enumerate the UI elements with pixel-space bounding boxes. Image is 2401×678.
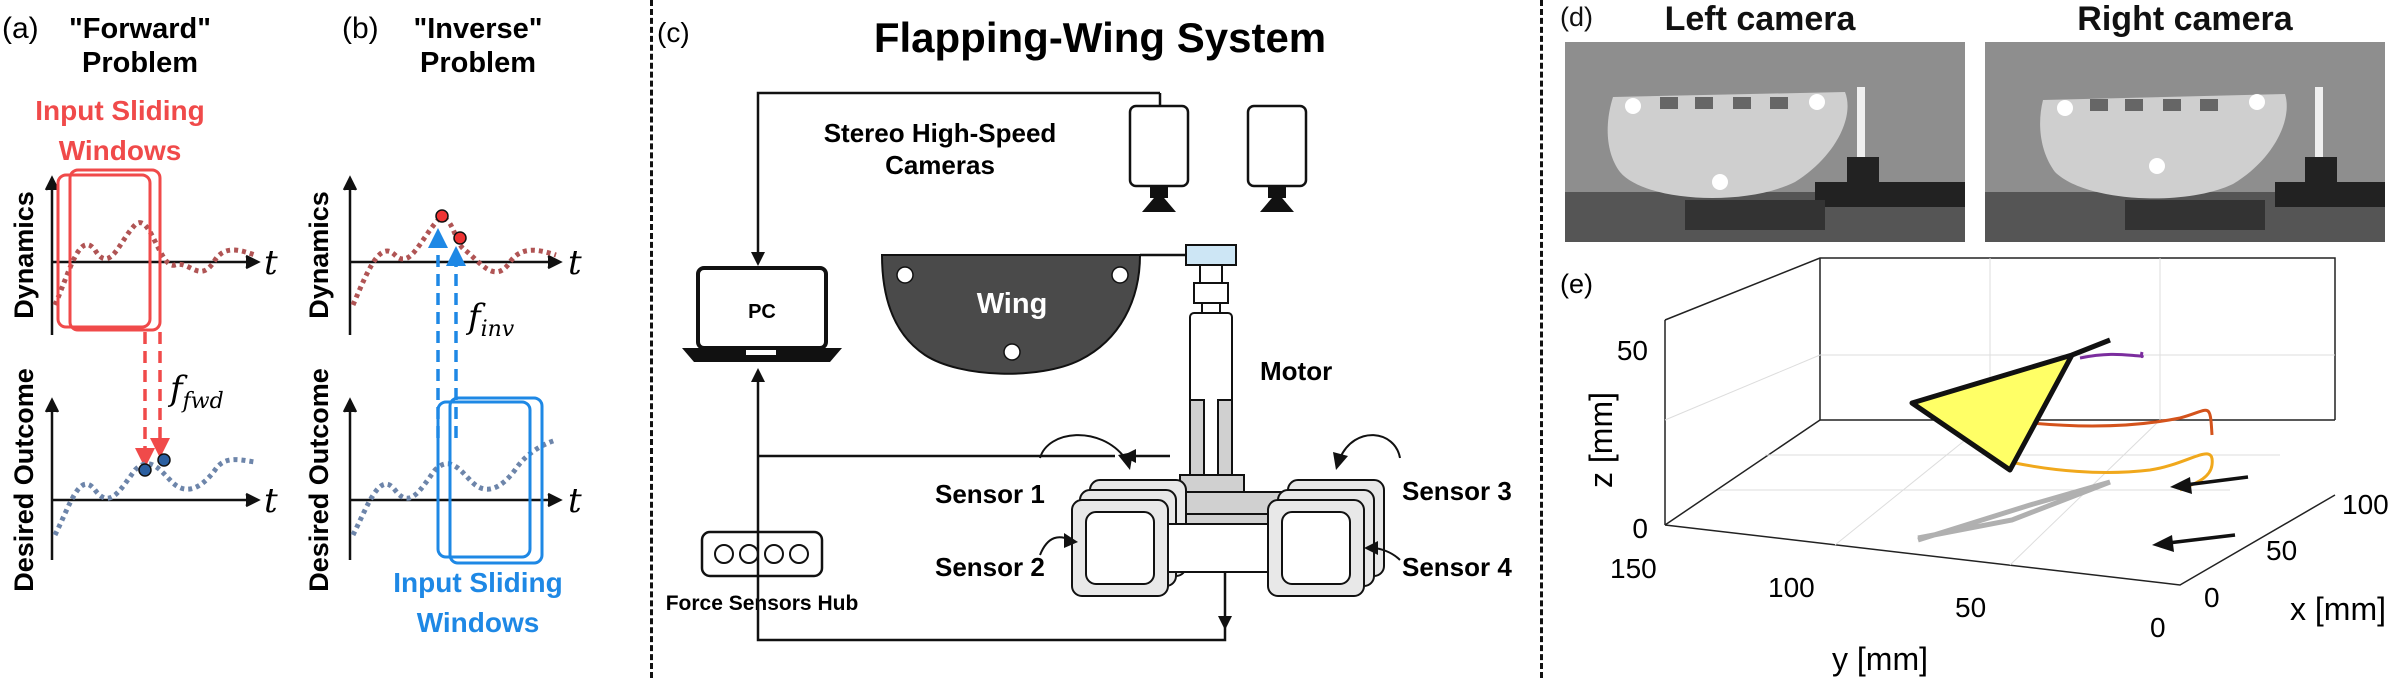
projection-shadow [1917, 479, 2111, 543]
panel-b-bottom-ylabel: Desired Outcome [304, 368, 334, 592]
panel-a-windows-line2: Windows [59, 135, 182, 166]
panel-e: (e) 50 0 z [mm] 150 100 50 0 y [mm] 100 … [1560, 257, 2389, 677]
panel-a-arrow-head-1 [135, 448, 155, 468]
panel-a-point-1 [138, 463, 152, 477]
z-tick-0: 0 [1632, 513, 1648, 544]
wing-triangle [1909, 352, 2075, 473]
z-tick-50: 50 [1617, 335, 1648, 366]
panel-b-point-2 [453, 231, 467, 245]
sensor-2-label: Sensor 2 [935, 552, 1045, 582]
force-sensors-hub [700, 530, 824, 578]
panel-a-t-top: t [264, 243, 278, 283]
z-axis-label: z [mm] [1583, 392, 1619, 488]
camera-icon-2 [1246, 104, 1308, 212]
sensor-3-label: Sensor 3 [1402, 476, 1512, 506]
panel-a-bottom-ylabel: Desired Outcome [9, 368, 39, 592]
sensor-1-label: Sensor 1 [935, 479, 1045, 509]
panel-b-f-sub: inv [481, 317, 515, 342]
panel-b-dynamics-curve [350, 215, 557, 306]
left-camera-title: Left camera [1664, 0, 1856, 38]
panel-a-point-2 [157, 453, 171, 467]
panel-b-f: finv [465, 297, 515, 342]
panel-a-window-2 [68, 168, 162, 332]
panel-a-window-1 [56, 173, 152, 329]
panel-c-label: (c) [657, 17, 690, 48]
y-tick-150: 150 [1610, 553, 1657, 584]
panel-a-bottom-axes [44, 397, 261, 560]
panel-b-arrow-head-2 [446, 246, 466, 266]
wing-shape [880, 254, 1142, 375]
panel-a-f: ffwd [167, 369, 224, 414]
trajectory-purple [2079, 351, 2144, 360]
panel-b: (b) "Inverse" Problem Dynamics t finv De… [304, 12, 582, 638]
panel-a-top-axes [44, 175, 261, 335]
cameras-label-line1: Stereo High-Speed [824, 118, 1057, 148]
wire-arrow-pc-bottom [751, 368, 765, 382]
camera-icon-1 [1128, 93, 1190, 212]
left-camera-image [1565, 42, 1965, 242]
x-tick-100: 100 [2342, 489, 2389, 520]
panel-b-title-line1: "Inverse" [413, 13, 542, 45]
panel-b-windows-line2: Windows [417, 607, 540, 638]
divider-left [650, 0, 653, 678]
panel-a-title-line2: Problem [82, 47, 198, 79]
y-axis-label: y [mm] [1832, 641, 1928, 677]
motor-assembly [1185, 244, 1237, 484]
panel-b-t-bottom: t [568, 481, 582, 521]
x-axis-label: x [mm] [2290, 591, 2386, 627]
panel-b-outcome-curve [350, 437, 557, 537]
wire-arrow-pc-top [751, 252, 765, 266]
panel-a-arrow-head-2 [150, 438, 170, 458]
y-tick-50: 50 [1955, 592, 1986, 623]
motor-label: Motor [1260, 356, 1332, 386]
panel-a-f-sub: fwd [181, 389, 224, 414]
right-camera-image [1985, 42, 2385, 242]
y-tick-100: 100 [1768, 572, 1815, 603]
panel-c-title: Flapping-Wing System [874, 14, 1326, 61]
panel-a-t-bottom: t [264, 481, 278, 521]
panel-a-dynamics-curve [52, 220, 256, 306]
panel-a-outcome-curve [52, 457, 256, 537]
panel-e-label: (e) [1560, 269, 1593, 299]
y-tick-0: 0 [2150, 612, 2166, 643]
panel-b-window-2 [448, 396, 544, 565]
pc-label: PC [748, 301, 776, 323]
sensor-platform [1071, 474, 1385, 597]
sensor-4-label: Sensor 4 [1402, 552, 1512, 582]
plot-3d-box [1664, 257, 2336, 586]
panel-b-t-top: t [568, 243, 582, 283]
panel-b-label: (b) [342, 12, 379, 45]
x-tick-50: 50 [2266, 535, 2297, 566]
panel-a-title-line1: "Forward" [69, 13, 211, 45]
panel-b-bottom-axes [342, 397, 563, 560]
hub-label: Force Sensors Hub [666, 592, 859, 615]
wing-label: Wing [977, 288, 1048, 320]
panel-b-arrow-head-1 [428, 228, 448, 248]
divider-right [1540, 0, 1543, 678]
panel-a: (a) "Forward" Problem Input Sliding Wind… [2, 12, 278, 592]
panel-b-windows-line1: Input Sliding [393, 567, 563, 598]
panel-a-label: (a) [2, 12, 39, 45]
wire-arrow-hub [1218, 616, 1232, 630]
trajectory-yellow [2014, 452, 2214, 492]
pc-laptop-icon [682, 266, 842, 362]
flow-arrows [2152, 475, 2249, 552]
panel-c: (c) Flapping-Wing System Stereo High-Spe… [657, 14, 1512, 642]
panel-b-window-1 [436, 400, 532, 559]
panel-a-windows-line1: Input Sliding [35, 95, 205, 126]
panel-b-top-ylabel: Dynamics [304, 191, 334, 319]
cameras-label-line2: Cameras [885, 150, 995, 180]
panel-b-point-1 [435, 209, 449, 223]
right-camera-title: Right camera [2077, 0, 2293, 38]
x-tick-0: 0 [2204, 582, 2220, 613]
panel-b-title-line2: Problem [420, 47, 536, 79]
panel-a-top-ylabel: Dynamics [9, 191, 39, 319]
panel-d-label: (d) [1560, 2, 1593, 32]
